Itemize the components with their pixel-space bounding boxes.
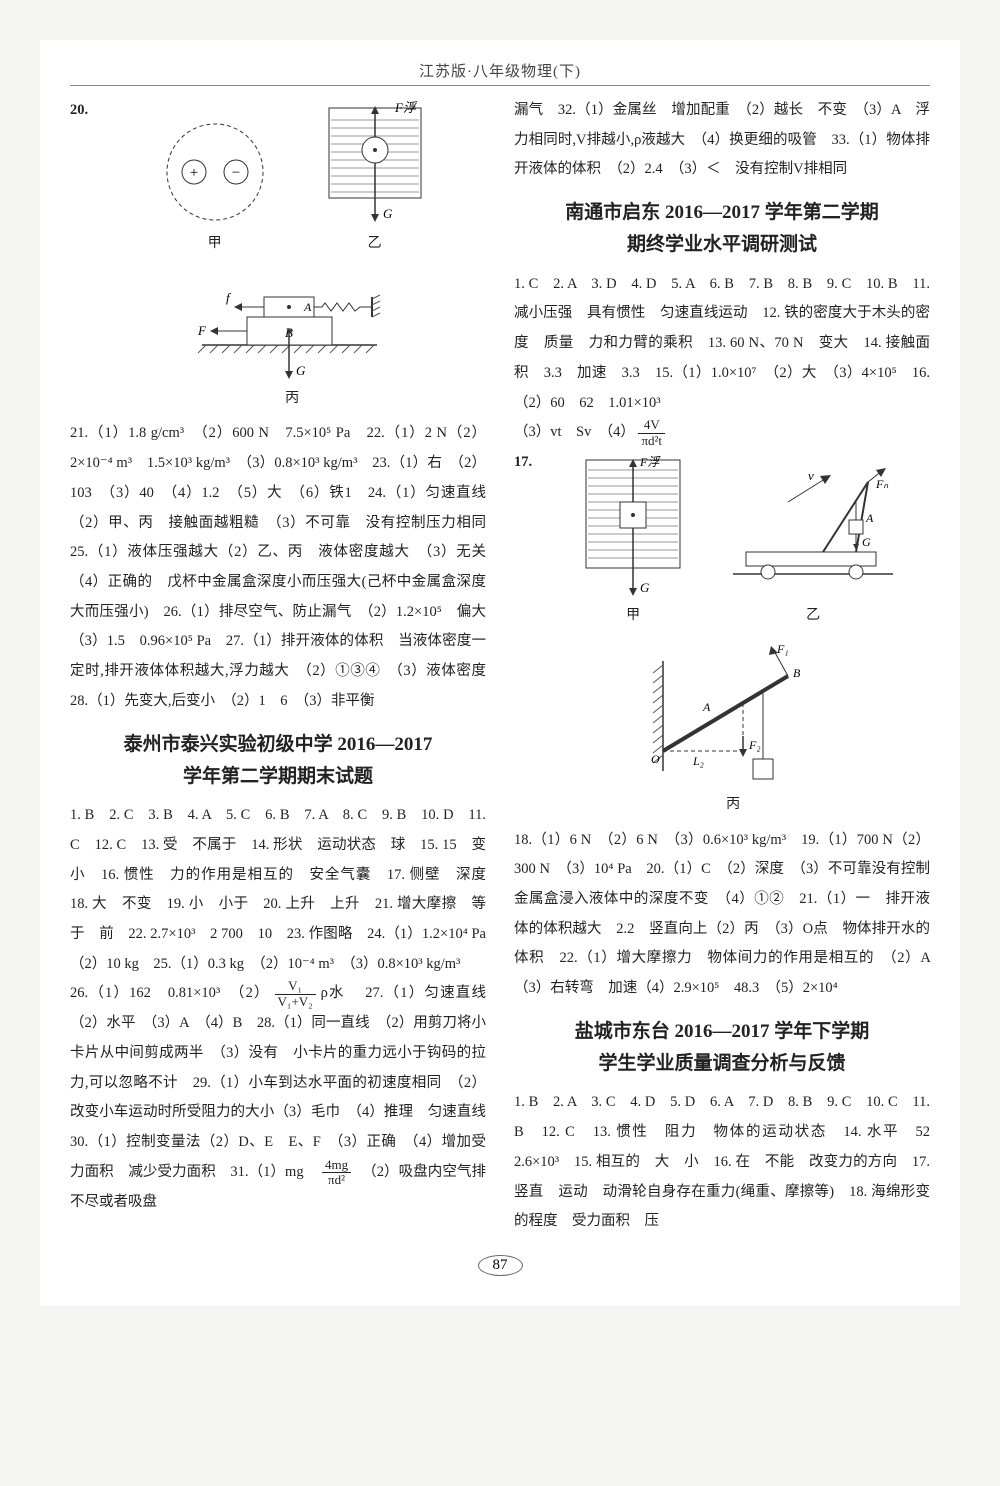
q16-3-pre: （3）vt Sv （4） (514, 424, 635, 440)
q17-row: 17. (514, 448, 930, 825)
fig17-bing: O A B F₁ L₂ (536, 641, 930, 820)
frac-4v: 4V πd²t (638, 418, 665, 448)
q21-28-block: 21.（1）1.8 g/cm³ （2）600 N 7.5×10⁵ Pa 22.（… (70, 419, 486, 716)
friction-block-icon: B A f (192, 275, 392, 385)
svg-text:G: G (640, 580, 650, 595)
svg-text:G: G (862, 535, 871, 549)
fig-bing-label: 丙 (285, 385, 299, 414)
svg-text:F浮: F浮 (639, 455, 661, 469)
ffu-label: F浮 (394, 100, 418, 115)
svg-text:G: G (296, 363, 306, 378)
svg-text:A: A (702, 700, 711, 714)
circle-charges-icon: + − (150, 120, 280, 230)
two-column-layout: 20. + − 甲 (70, 96, 930, 1237)
frac-4v-den: πd²t (638, 434, 665, 448)
taizhou-block2: 27.（1）匀速直线 （2）水平 （3）A （4）B 28.（1）同一直线 （2… (70, 986, 501, 1180)
q20-row: 20. + − 甲 (70, 96, 486, 419)
taizhou-block1: 1. B 2. C 3. B 4. A 5. C 6. B 7. A 8. C … (70, 801, 486, 979)
right-column: 漏气 32.（1）金属丝 增加配重 （2）越长 不变 （3）A 浮力相同时,V排… (514, 96, 930, 1237)
q26-pre: 26.（1）162 0.81×10³ （2） (70, 986, 270, 1002)
page: 江苏版·八年级物理(下) 20. + (40, 40, 960, 1306)
fig-bing: B A f (192, 275, 392, 414)
fig-jia-label: 甲 (208, 230, 222, 259)
frac-4v-num: 4V (638, 418, 665, 433)
svg-text:F₁: F₁ (776, 642, 789, 656)
svg-text:G: G (383, 206, 393, 221)
q20-top-row: + − 甲 (150, 96, 435, 265)
section-yancheng-l2: 学生学业质量调查分析与反馈 (514, 1048, 930, 1080)
fig17-yi-label: 乙 (806, 602, 820, 631)
section-yancheng: 盐城市东台 2016—2017 学年下学期 学生学业质量调查分析与反馈 (514, 1016, 930, 1081)
svg-text:F: F (197, 323, 207, 338)
nantong-q16-3: （3）vt Sv （4） 4V πd²t (514, 418, 930, 448)
section-nantong-l1: 南通市启东 2016—2017 学年第二学期 (514, 197, 930, 229)
cart-crane-icon: A G Fₙ v (728, 462, 898, 602)
svg-text:F₂: F₂ (748, 738, 761, 752)
q17-number: 17. (514, 448, 532, 478)
left-column: 20. + − 甲 (70, 96, 486, 1237)
frac-4mg-den: πd² (322, 1173, 351, 1187)
fig17-yi: A G Fₙ v (728, 462, 898, 631)
svg-text:L₂: L₂ (692, 754, 704, 768)
svg-text:+: + (189, 165, 197, 181)
section-taizhou-l1: 泰州市泰兴实验初级中学 2016—2017 (70, 729, 486, 761)
q20-number: 20. (70, 96, 88, 126)
svg-text:Fₙ: Fₙ (875, 477, 888, 491)
q17-figures: F浮 G 甲 (536, 448, 930, 825)
page-header: 江苏版·八年级物理(下) (70, 60, 930, 86)
svg-text:O: O (651, 752, 660, 766)
fig17-bing-label: 丙 (726, 791, 740, 820)
container-buoy-icon: F浮 G (568, 452, 698, 602)
svg-text:A: A (303, 300, 312, 314)
page-number: 87 (478, 1255, 523, 1276)
section-taizhou: 泰州市泰兴实验初级中学 2016—2017 学年第二学期期末试题 (70, 729, 486, 794)
fig17-jia-label: 甲 (626, 602, 640, 631)
taizhou-q26-line: 26.（1）162 0.81×10³ （2） V₁ V₁+V₂ ρ水 27.（1… (70, 979, 486, 1217)
nantong-block1: 1. C 2. A 3. D 4. D 5. A 6. B 7. B 8. B … (514, 270, 930, 419)
svg-text:−: − (231, 165, 239, 181)
svg-text:B: B (793, 666, 801, 680)
fig-yi: F浮 G 乙 (315, 100, 435, 259)
svg-text:v: v (808, 468, 814, 483)
section-taizhou-l2: 学年第二学期期末试题 (70, 761, 486, 793)
section-nantong-l2: 期终学业水平调研测试 (514, 229, 930, 261)
nantong-block2: 18.（1）6 N （2）6 N （3）0.6×10³ kg/m³ 19.（1）… (514, 826, 930, 1004)
buoyancy-icon: F浮 G (315, 100, 435, 230)
page-footer: 87 (70, 1255, 930, 1276)
frac-4mg: 4mg πd² (322, 1158, 351, 1188)
rho-water: ρ水 (321, 986, 361, 1002)
q20-figures: + − 甲 (98, 96, 486, 419)
frac-v1: V₁ V₁+V₂ (275, 979, 316, 1009)
fig-yi-label: 乙 (368, 230, 382, 259)
frac-v1-num: V₁ (275, 979, 316, 994)
fig-jia: + − 甲 (150, 120, 280, 259)
section-yancheng-l1: 盐城市东台 2016—2017 学年下学期 (514, 1016, 930, 1048)
frac-4mg-num: 4mg (322, 1158, 351, 1173)
fig17-jia: F浮 G 甲 (568, 452, 698, 631)
q17-top: F浮 G 甲 (536, 448, 930, 637)
section-nantong: 南通市启东 2016—2017 学年第二学期 期终学业水平调研测试 (514, 197, 930, 262)
svg-text:f: f (226, 290, 232, 305)
frac-v1-den: V₁+V₂ (275, 995, 316, 1009)
right-continuation: 漏气 32.（1）金属丝 增加配重 （2）越长 不变 （3）A 浮力相同时,V排… (514, 96, 930, 185)
yancheng-block: 1. B 2. A 3. C 4. D 5. D 6. A 7. D 8. B … (514, 1088, 930, 1237)
lever-icon: O A B F₁ L₂ (633, 641, 833, 791)
svg-text:A: A (865, 511, 874, 525)
